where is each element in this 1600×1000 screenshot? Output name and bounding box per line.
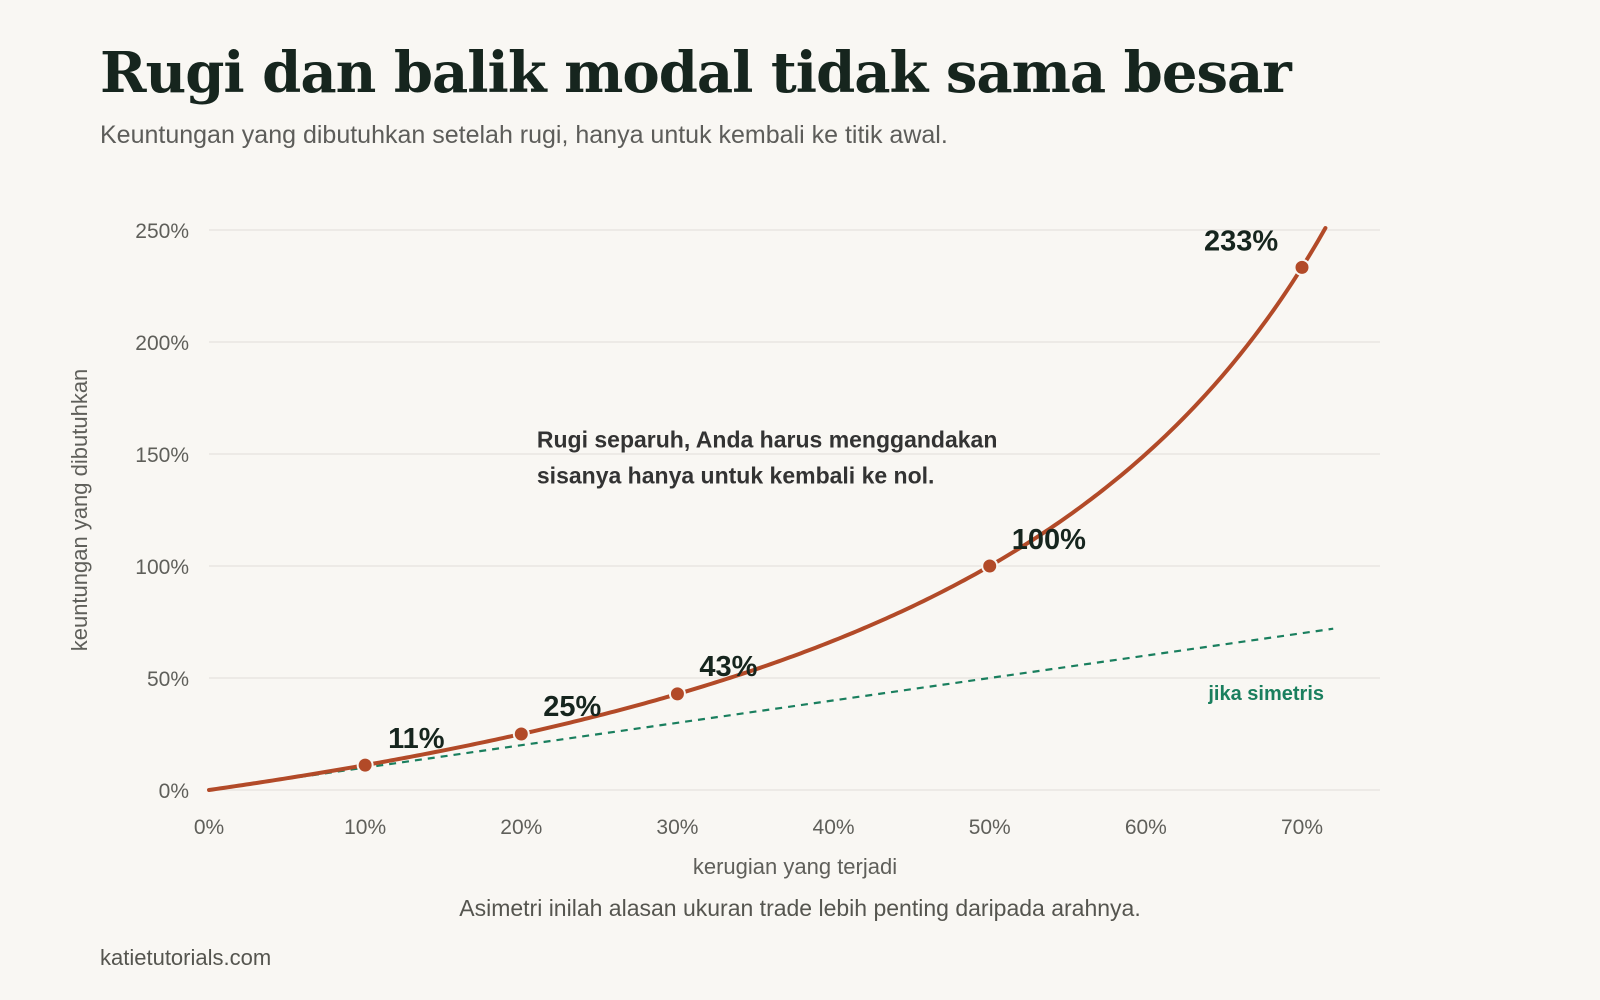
highlight-point (981, 557, 999, 575)
x-tick-label: 60% (1125, 816, 1167, 839)
y-tick-label: 50% (147, 668, 189, 691)
y-axis-title: keuntungan yang dibutuhkan (67, 369, 92, 652)
chart-annotation: Rugi separuh, Anda harus menggandakan si… (537, 426, 1004, 488)
x-tick-label: 30% (656, 816, 698, 839)
x-tick-label: 40% (813, 816, 855, 839)
symmetric-series-label: jika simetris (1207, 683, 1324, 705)
annotation-line-2: sisanya hanya untuk kembali ke nol. (537, 462, 935, 488)
series-layer (207, 226, 1334, 792)
y-tick-label: 250% (135, 220, 189, 243)
y-tick-label: 150% (135, 444, 189, 467)
highlight-point (512, 725, 530, 743)
symmetric-series-line (208, 627, 1334, 792)
x-axis-ticks: 0% 10% 20% 30% 40% 50% 60% 70% (194, 816, 1323, 839)
y-tick-label: 200% (135, 332, 189, 355)
point-value-label: 233% (1204, 225, 1278, 257)
required-gain-curve (207, 226, 1328, 792)
x-tick-label: 20% (500, 816, 542, 839)
point-value-label: 25% (543, 691, 601, 723)
x-tick-label: 10% (344, 816, 386, 839)
x-tick-label: 70% (1281, 816, 1323, 839)
point-value-label: 11% (388, 723, 445, 755)
y-axis-ticks: 0% 50% 100% 150% 200% 250% (135, 220, 189, 803)
x-tick-label: 50% (969, 816, 1011, 839)
point-value-label: 43% (699, 651, 757, 683)
highlight-points: 11% 25% 43% 100% 233% (356, 225, 1311, 774)
highlight-point (668, 685, 686, 703)
point-value-label: 100% (1012, 524, 1086, 556)
page-subtitle: Keuntungan yang dibutuhkan setelah rugi,… (100, 121, 948, 149)
page-title: Rugi dan balik modal tidak sama besar (100, 40, 1292, 106)
chart-caption: Asimetri inilah alasan ukuran trade lebi… (459, 895, 1141, 921)
highlight-point (356, 756, 374, 774)
source-credit: katietutorials.com (100, 945, 272, 970)
grid-layer (209, 229, 1380, 791)
y-tick-label: 0% (159, 780, 189, 803)
x-tick-label: 0% (194, 816, 224, 839)
annotation-line-1: Rugi separuh, Anda harus menggandakan (537, 426, 998, 452)
x-axis-title: kerugian yang terjadi (693, 854, 897, 879)
highlight-point (1293, 258, 1311, 276)
y-tick-label: 100% (135, 556, 189, 579)
